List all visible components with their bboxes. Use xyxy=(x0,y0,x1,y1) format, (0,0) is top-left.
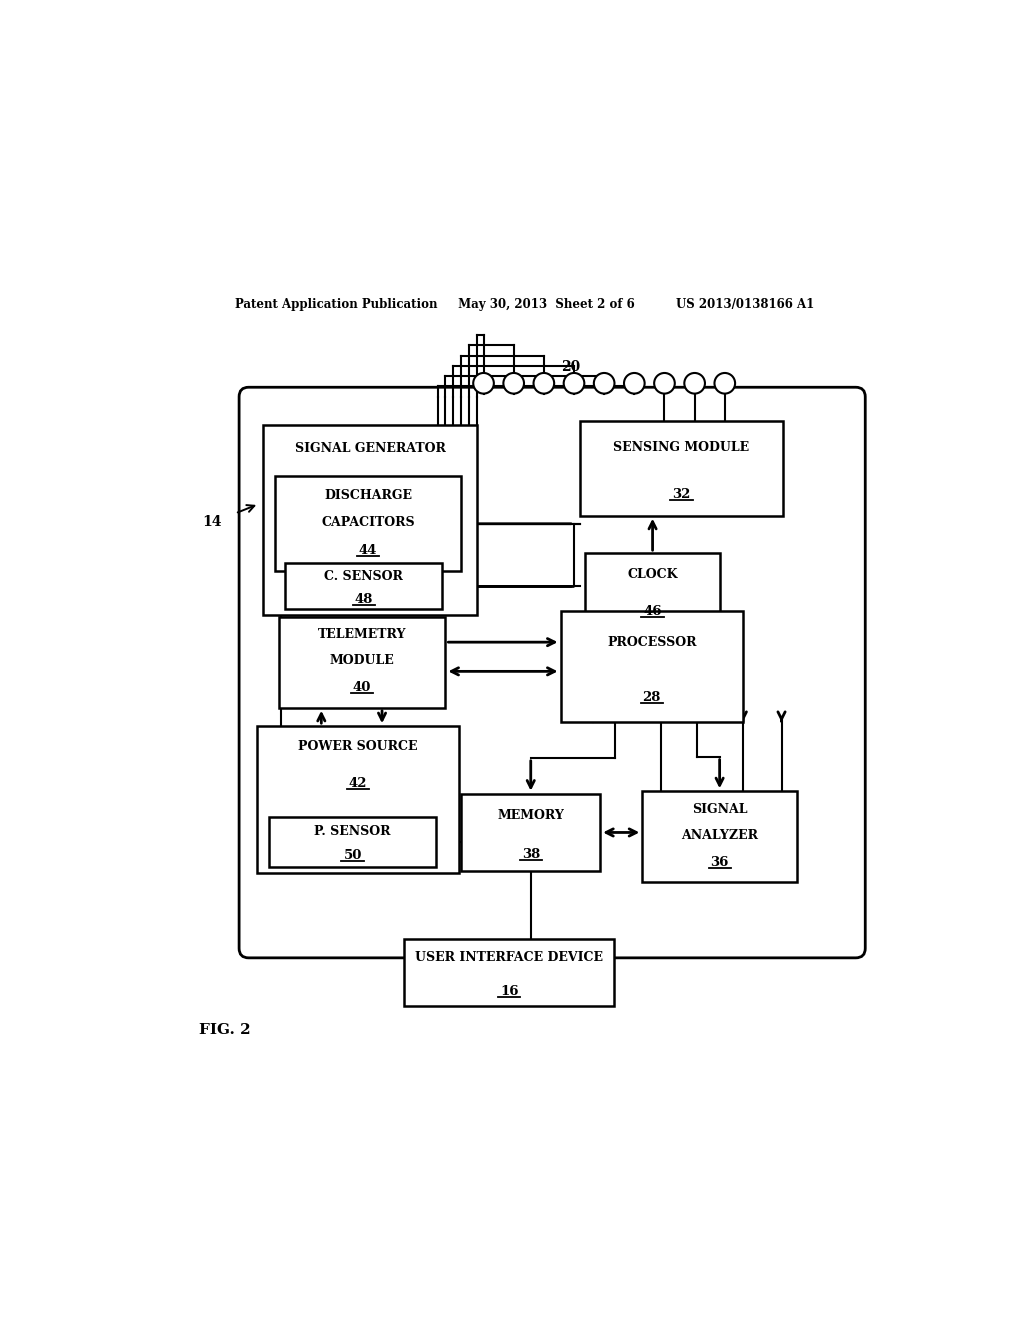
Text: ANALYZER: ANALYZER xyxy=(681,829,758,842)
Text: 42: 42 xyxy=(348,777,367,789)
Text: 20: 20 xyxy=(561,359,581,374)
Circle shape xyxy=(563,374,585,393)
Bar xyxy=(585,553,720,628)
Circle shape xyxy=(473,374,494,393)
FancyBboxPatch shape xyxy=(239,387,865,958)
Text: 48: 48 xyxy=(354,593,373,606)
Circle shape xyxy=(715,374,735,393)
Circle shape xyxy=(594,374,614,393)
Bar xyxy=(285,564,442,610)
Bar xyxy=(404,939,614,1006)
Text: SIGNAL GENERATOR: SIGNAL GENERATOR xyxy=(295,442,445,455)
Text: 36: 36 xyxy=(711,855,729,869)
Text: USER INTERFACE DEVICE: USER INTERFACE DEVICE xyxy=(416,952,603,964)
Text: 40: 40 xyxy=(353,681,372,694)
Text: Patent Application Publication     May 30, 2013  Sheet 2 of 6          US 2013/0: Patent Application Publication May 30, 2… xyxy=(236,298,814,312)
Bar xyxy=(461,793,600,871)
Bar xyxy=(257,726,459,873)
Circle shape xyxy=(534,374,554,393)
Bar xyxy=(642,791,797,883)
Circle shape xyxy=(654,374,675,393)
Circle shape xyxy=(684,374,705,393)
Circle shape xyxy=(624,374,645,393)
Circle shape xyxy=(504,374,524,393)
Text: POWER SOURCE: POWER SOURCE xyxy=(298,741,418,754)
Text: 50: 50 xyxy=(343,849,361,862)
Text: 16: 16 xyxy=(500,985,518,998)
Bar xyxy=(560,611,743,722)
Text: CAPACITORS: CAPACITORS xyxy=(322,516,415,529)
Bar xyxy=(269,817,436,867)
Text: FIG. 2: FIG. 2 xyxy=(200,1023,251,1038)
Text: 44: 44 xyxy=(358,544,377,557)
Text: 14: 14 xyxy=(202,515,221,529)
Bar xyxy=(279,616,445,708)
Text: 46: 46 xyxy=(643,606,662,619)
Text: DISCHARGE: DISCHARGE xyxy=(324,488,412,502)
Text: PROCESSOR: PROCESSOR xyxy=(607,636,696,648)
Text: C. SENSOR: C. SENSOR xyxy=(325,570,403,583)
Text: SIGNAL: SIGNAL xyxy=(692,803,748,816)
Bar xyxy=(274,477,461,572)
Text: MEMORY: MEMORY xyxy=(498,809,564,822)
Text: 38: 38 xyxy=(521,847,540,861)
Bar xyxy=(263,425,477,615)
Bar xyxy=(581,421,782,516)
Text: P. SENSOR: P. SENSOR xyxy=(314,825,391,838)
Text: 30: 30 xyxy=(360,484,379,498)
Text: 28: 28 xyxy=(643,692,660,704)
Text: MODULE: MODULE xyxy=(330,655,394,668)
Text: CLOCK: CLOCK xyxy=(628,568,678,581)
Text: 32: 32 xyxy=(673,488,691,502)
Text: SENSING MODULE: SENSING MODULE xyxy=(613,441,750,454)
Text: TELEMETRY: TELEMETRY xyxy=(317,628,407,642)
